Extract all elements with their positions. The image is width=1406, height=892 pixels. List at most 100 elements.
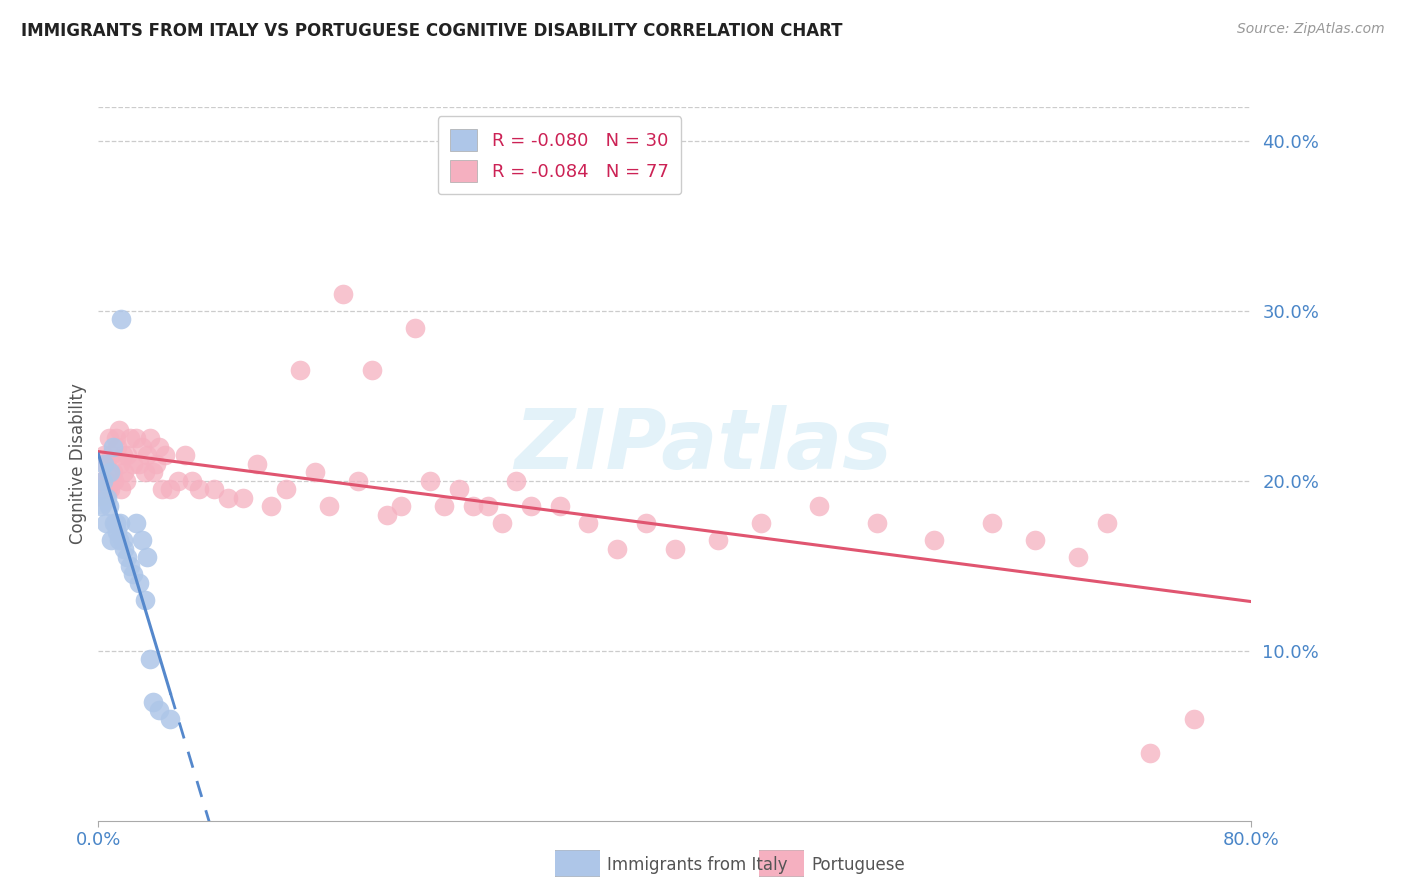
Y-axis label: Cognitive Disability: Cognitive Disability bbox=[69, 384, 87, 544]
Point bbox=[139, 431, 162, 445]
Point bbox=[90, 500, 112, 514]
Point bbox=[105, 440, 128, 454]
Point bbox=[139, 652, 162, 666]
Text: IMMIGRANTS FROM ITALY VS PORTUGUESE COGNITIVE DISABILITY CORRELATION CHART: IMMIGRANTS FROM ITALY VS PORTUGUESE COGN… bbox=[21, 22, 842, 40]
Point bbox=[148, 440, 170, 454]
Text: ZIPatlas: ZIPatlas bbox=[515, 406, 891, 486]
Point bbox=[103, 474, 125, 488]
Point bbox=[98, 466, 121, 480]
Point bbox=[131, 533, 153, 548]
Point bbox=[217, 491, 239, 505]
FancyBboxPatch shape bbox=[553, 850, 603, 877]
Point bbox=[91, 474, 114, 488]
Point bbox=[94, 516, 117, 531]
Point bbox=[111, 448, 134, 462]
Point bbox=[120, 431, 142, 445]
Point bbox=[1024, 533, 1046, 548]
Point bbox=[1097, 516, 1119, 531]
Point bbox=[505, 474, 527, 488]
Point bbox=[110, 312, 132, 326]
Point bbox=[101, 440, 124, 454]
Point bbox=[808, 500, 831, 514]
Point bbox=[97, 500, 120, 514]
Point bbox=[290, 363, 312, 377]
Point bbox=[100, 533, 122, 548]
Point bbox=[246, 457, 269, 471]
Point bbox=[346, 474, 368, 488]
Point bbox=[166, 474, 188, 488]
Point bbox=[117, 448, 139, 462]
Text: Portuguese: Portuguese bbox=[811, 856, 905, 874]
Point bbox=[148, 703, 170, 717]
Point bbox=[107, 423, 129, 437]
Point bbox=[111, 533, 134, 548]
Point bbox=[108, 516, 131, 531]
Point bbox=[142, 466, 165, 480]
Point bbox=[636, 516, 658, 531]
Point bbox=[361, 363, 384, 377]
Point bbox=[91, 474, 114, 488]
Point bbox=[491, 516, 513, 531]
Point bbox=[89, 491, 111, 505]
Point bbox=[461, 500, 484, 514]
Point bbox=[1067, 550, 1090, 565]
Point bbox=[103, 516, 125, 531]
Point bbox=[120, 558, 142, 573]
Point bbox=[1139, 746, 1161, 760]
Point bbox=[159, 483, 181, 497]
Point bbox=[96, 491, 118, 505]
Point bbox=[405, 321, 427, 335]
Point bbox=[89, 483, 111, 497]
Point bbox=[433, 500, 456, 514]
Point bbox=[866, 516, 889, 531]
Point bbox=[231, 491, 254, 505]
Point bbox=[145, 457, 167, 471]
Point bbox=[159, 712, 181, 726]
Point bbox=[174, 448, 197, 462]
Point bbox=[125, 516, 148, 531]
Point bbox=[89, 483, 111, 497]
Point bbox=[104, 516, 127, 531]
Point bbox=[100, 448, 122, 462]
Point bbox=[1182, 712, 1205, 726]
Point bbox=[128, 457, 150, 471]
Point bbox=[924, 533, 946, 548]
Point bbox=[664, 541, 686, 556]
Point bbox=[202, 483, 225, 497]
Text: Source: ZipAtlas.com: Source: ZipAtlas.com bbox=[1237, 22, 1385, 37]
Point bbox=[136, 550, 159, 565]
Point bbox=[548, 500, 571, 514]
Point bbox=[93, 448, 115, 462]
Point bbox=[188, 483, 211, 497]
Point bbox=[108, 457, 131, 471]
Point bbox=[110, 483, 132, 497]
Point bbox=[419, 474, 441, 488]
Point bbox=[114, 474, 136, 488]
Point bbox=[304, 466, 326, 480]
Point bbox=[375, 508, 398, 522]
Point bbox=[181, 474, 204, 488]
Point bbox=[98, 483, 121, 497]
Point bbox=[94, 457, 117, 471]
Point bbox=[134, 466, 156, 480]
Point bbox=[93, 457, 115, 471]
Point bbox=[332, 287, 354, 301]
Point bbox=[981, 516, 1004, 531]
Point bbox=[578, 516, 600, 531]
Point bbox=[274, 483, 297, 497]
Point bbox=[707, 533, 730, 548]
Point bbox=[117, 550, 139, 565]
Point bbox=[122, 567, 145, 582]
Point bbox=[90, 483, 112, 497]
Point bbox=[477, 500, 499, 514]
Point bbox=[96, 474, 118, 488]
Point bbox=[97, 431, 120, 445]
Point bbox=[125, 431, 148, 445]
Point bbox=[447, 483, 470, 497]
FancyBboxPatch shape bbox=[756, 850, 807, 877]
Point bbox=[136, 448, 159, 462]
Point bbox=[134, 592, 156, 607]
Point bbox=[153, 448, 176, 462]
Point bbox=[318, 500, 340, 514]
Point bbox=[112, 466, 135, 480]
